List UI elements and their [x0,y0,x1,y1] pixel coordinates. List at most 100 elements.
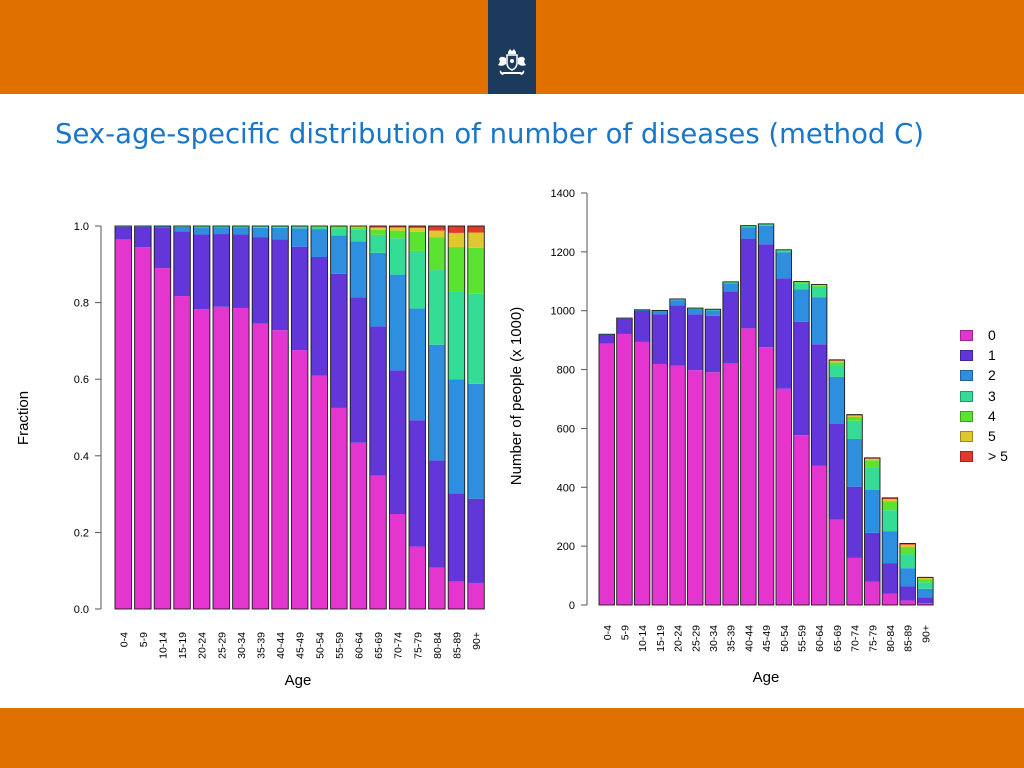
bar-segment [193,234,210,310]
bar-segment [467,582,485,609]
bar-segment [740,238,757,329]
bar-outline [134,225,152,610]
bar-segment [154,226,171,228]
x-tick-label: 80-84 [432,632,444,659]
legend-swatch [960,390,973,402]
bar-segment [369,227,387,230]
bar-segment [882,499,898,502]
x-tick-label: 45-49 [761,625,773,652]
bar-segment [829,424,845,520]
bar-segment [846,486,863,558]
bar-segment [467,293,485,384]
bar-outline [192,225,211,610]
bar-segment [669,300,686,306]
legend-label: 4 [988,407,996,424]
bar-segment [409,308,426,421]
bar-outline [616,317,633,606]
bar-outline [810,284,828,606]
bar-segment [652,363,668,605]
x-tick-label: 85-89 [451,632,463,659]
x-tick-label: 75-79 [867,625,879,652]
legend-swatch [960,350,973,362]
bar-segment [882,501,898,511]
bar-outline [173,225,191,610]
bar-segment [311,257,328,376]
bar-segment [599,343,615,605]
bar-segment [389,226,406,228]
bar-segment [252,323,269,609]
bar-segment [448,581,465,609]
y-tick-label: 0.4 [74,451,89,463]
bar-segment [232,307,250,609]
bar-outline [633,309,651,606]
bar-segment [213,234,230,307]
bar-outline [651,309,669,606]
bar-segment [899,544,916,548]
x-tick-label: 50-54 [779,625,791,652]
x-tick-label: 30-34 [708,625,720,652]
bar-segment [864,532,880,582]
bar-segment [330,407,348,609]
bar-segment [369,326,387,476]
footer-band [0,708,1024,768]
bar-segment [793,289,810,322]
bar-segment [193,226,210,228]
bar-segment [705,309,721,311]
bar-segment [793,321,810,436]
x-axis-title: Age [753,669,780,686]
x-tick-label: 5-9 [619,625,631,640]
bar-segment [389,514,406,609]
bar-segment [193,309,210,609]
bar-segment [291,246,308,351]
bar-segment [350,241,367,298]
bar-outline [212,225,230,610]
bar-segment [846,415,863,417]
bar-segment [154,268,171,609]
x-tick-label: 15-19 [655,625,667,652]
y-tick-label: 600 [557,423,575,435]
bar-segment [467,232,485,248]
bar-segment [232,226,250,228]
legend-swatch [960,430,973,442]
bar-segment [811,284,827,286]
x-tick-label: 55-59 [334,632,346,659]
bar-segment [616,318,633,334]
bar-segment [599,334,615,344]
legend-swatch [960,330,973,341]
bar-segment [389,238,406,275]
bar-segment [705,310,721,316]
bar-segment [793,281,810,284]
bar-outline [864,457,881,606]
bar-outline [290,225,309,610]
bar-outline [447,225,466,610]
bar-segment [634,309,650,312]
bar-outline [775,249,792,606]
x-tick-label: 10-14 [157,632,169,659]
bar-segment [350,229,367,242]
bar-segment [829,519,845,605]
bar-outline [828,359,846,606]
bar-segment [882,593,898,605]
bar-segment [634,341,650,605]
x-tick-label: 35-39 [726,625,738,652]
bar-segment [740,328,757,605]
bar-segment [811,287,827,298]
bar-segment [252,237,269,324]
bar-segment [154,227,171,269]
y-tick-label: 0.8 [74,298,89,310]
bar-outline [153,225,172,610]
bar-segment [330,235,348,274]
bar-segment [669,299,686,301]
bar-segment [811,297,827,345]
bar-segment [899,554,916,569]
y-tick-label: 0.2 [74,527,89,539]
y-tick-label: 1000 [551,306,575,318]
bar-segment [232,227,250,235]
bar-segment [917,579,934,583]
x-tick-label: 65-69 [373,632,385,659]
bar-segment [467,247,485,294]
x-tick-label: 40-44 [743,625,755,652]
bar-segment [409,231,426,251]
bar-outline [271,225,289,610]
y-tick-label: 800 [557,365,575,377]
